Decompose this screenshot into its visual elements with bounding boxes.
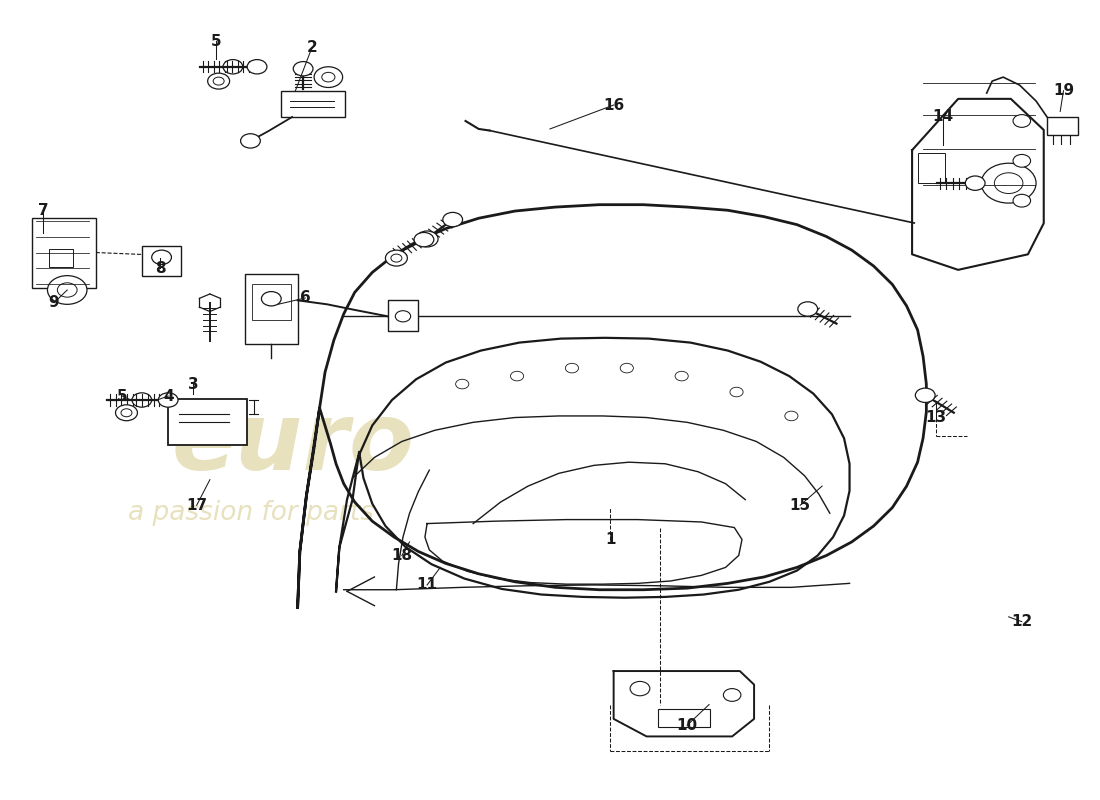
- Text: euro: euro: [172, 398, 415, 490]
- Text: 6: 6: [300, 290, 310, 306]
- Text: 7: 7: [37, 202, 48, 218]
- Circle shape: [395, 310, 410, 322]
- Circle shape: [116, 405, 138, 421]
- Circle shape: [248, 59, 267, 74]
- Bar: [658, 710, 711, 727]
- Text: 1: 1: [605, 532, 616, 547]
- Circle shape: [1013, 154, 1031, 167]
- Circle shape: [1013, 194, 1031, 207]
- Circle shape: [208, 73, 230, 89]
- Text: 17: 17: [186, 498, 207, 513]
- Text: 13: 13: [926, 410, 947, 425]
- Circle shape: [421, 235, 432, 243]
- Bar: [282, 91, 344, 117]
- Text: 11: 11: [417, 578, 438, 593]
- Circle shape: [1013, 114, 1031, 127]
- Text: 12: 12: [1011, 614, 1033, 629]
- Circle shape: [294, 62, 313, 76]
- Circle shape: [915, 388, 935, 402]
- Circle shape: [57, 283, 77, 297]
- Bar: [142, 246, 182, 277]
- Circle shape: [414, 233, 433, 246]
- Bar: [168, 399, 248, 446]
- Circle shape: [121, 409, 132, 417]
- Circle shape: [630, 682, 650, 696]
- Text: a passion for parts: a passion for parts: [128, 500, 374, 526]
- Circle shape: [981, 163, 1036, 203]
- Text: 3: 3: [188, 377, 199, 391]
- Text: 4: 4: [163, 389, 174, 403]
- Circle shape: [390, 254, 402, 262]
- Text: 19: 19: [1053, 83, 1074, 98]
- Circle shape: [223, 59, 243, 74]
- Bar: [252, 285, 292, 320]
- Circle shape: [262, 291, 282, 306]
- Bar: [32, 218, 96, 288]
- Text: 5: 5: [211, 34, 222, 49]
- Bar: [917, 153, 945, 183]
- Circle shape: [152, 250, 172, 265]
- Text: 5: 5: [117, 389, 128, 403]
- Circle shape: [322, 72, 334, 82]
- Text: 9: 9: [48, 295, 59, 310]
- Circle shape: [213, 77, 224, 85]
- Circle shape: [385, 250, 407, 266]
- Circle shape: [416, 231, 438, 247]
- Text: 14: 14: [932, 110, 954, 125]
- Circle shape: [724, 689, 741, 702]
- Circle shape: [994, 173, 1023, 194]
- Bar: [387, 300, 418, 330]
- Bar: [48, 250, 73, 267]
- Bar: [1047, 117, 1078, 134]
- Bar: [245, 274, 298, 344]
- Circle shape: [315, 66, 342, 87]
- Text: 8: 8: [155, 261, 166, 276]
- Text: 10: 10: [676, 718, 697, 733]
- Text: 16: 16: [603, 98, 625, 113]
- Circle shape: [241, 134, 261, 148]
- Text: 18: 18: [392, 548, 412, 563]
- Text: 15: 15: [790, 498, 811, 513]
- Circle shape: [443, 213, 463, 226]
- Circle shape: [47, 276, 87, 304]
- Circle shape: [966, 176, 984, 190]
- Circle shape: [798, 302, 817, 316]
- Text: 2: 2: [307, 40, 317, 55]
- Circle shape: [132, 393, 152, 407]
- Circle shape: [158, 393, 178, 407]
